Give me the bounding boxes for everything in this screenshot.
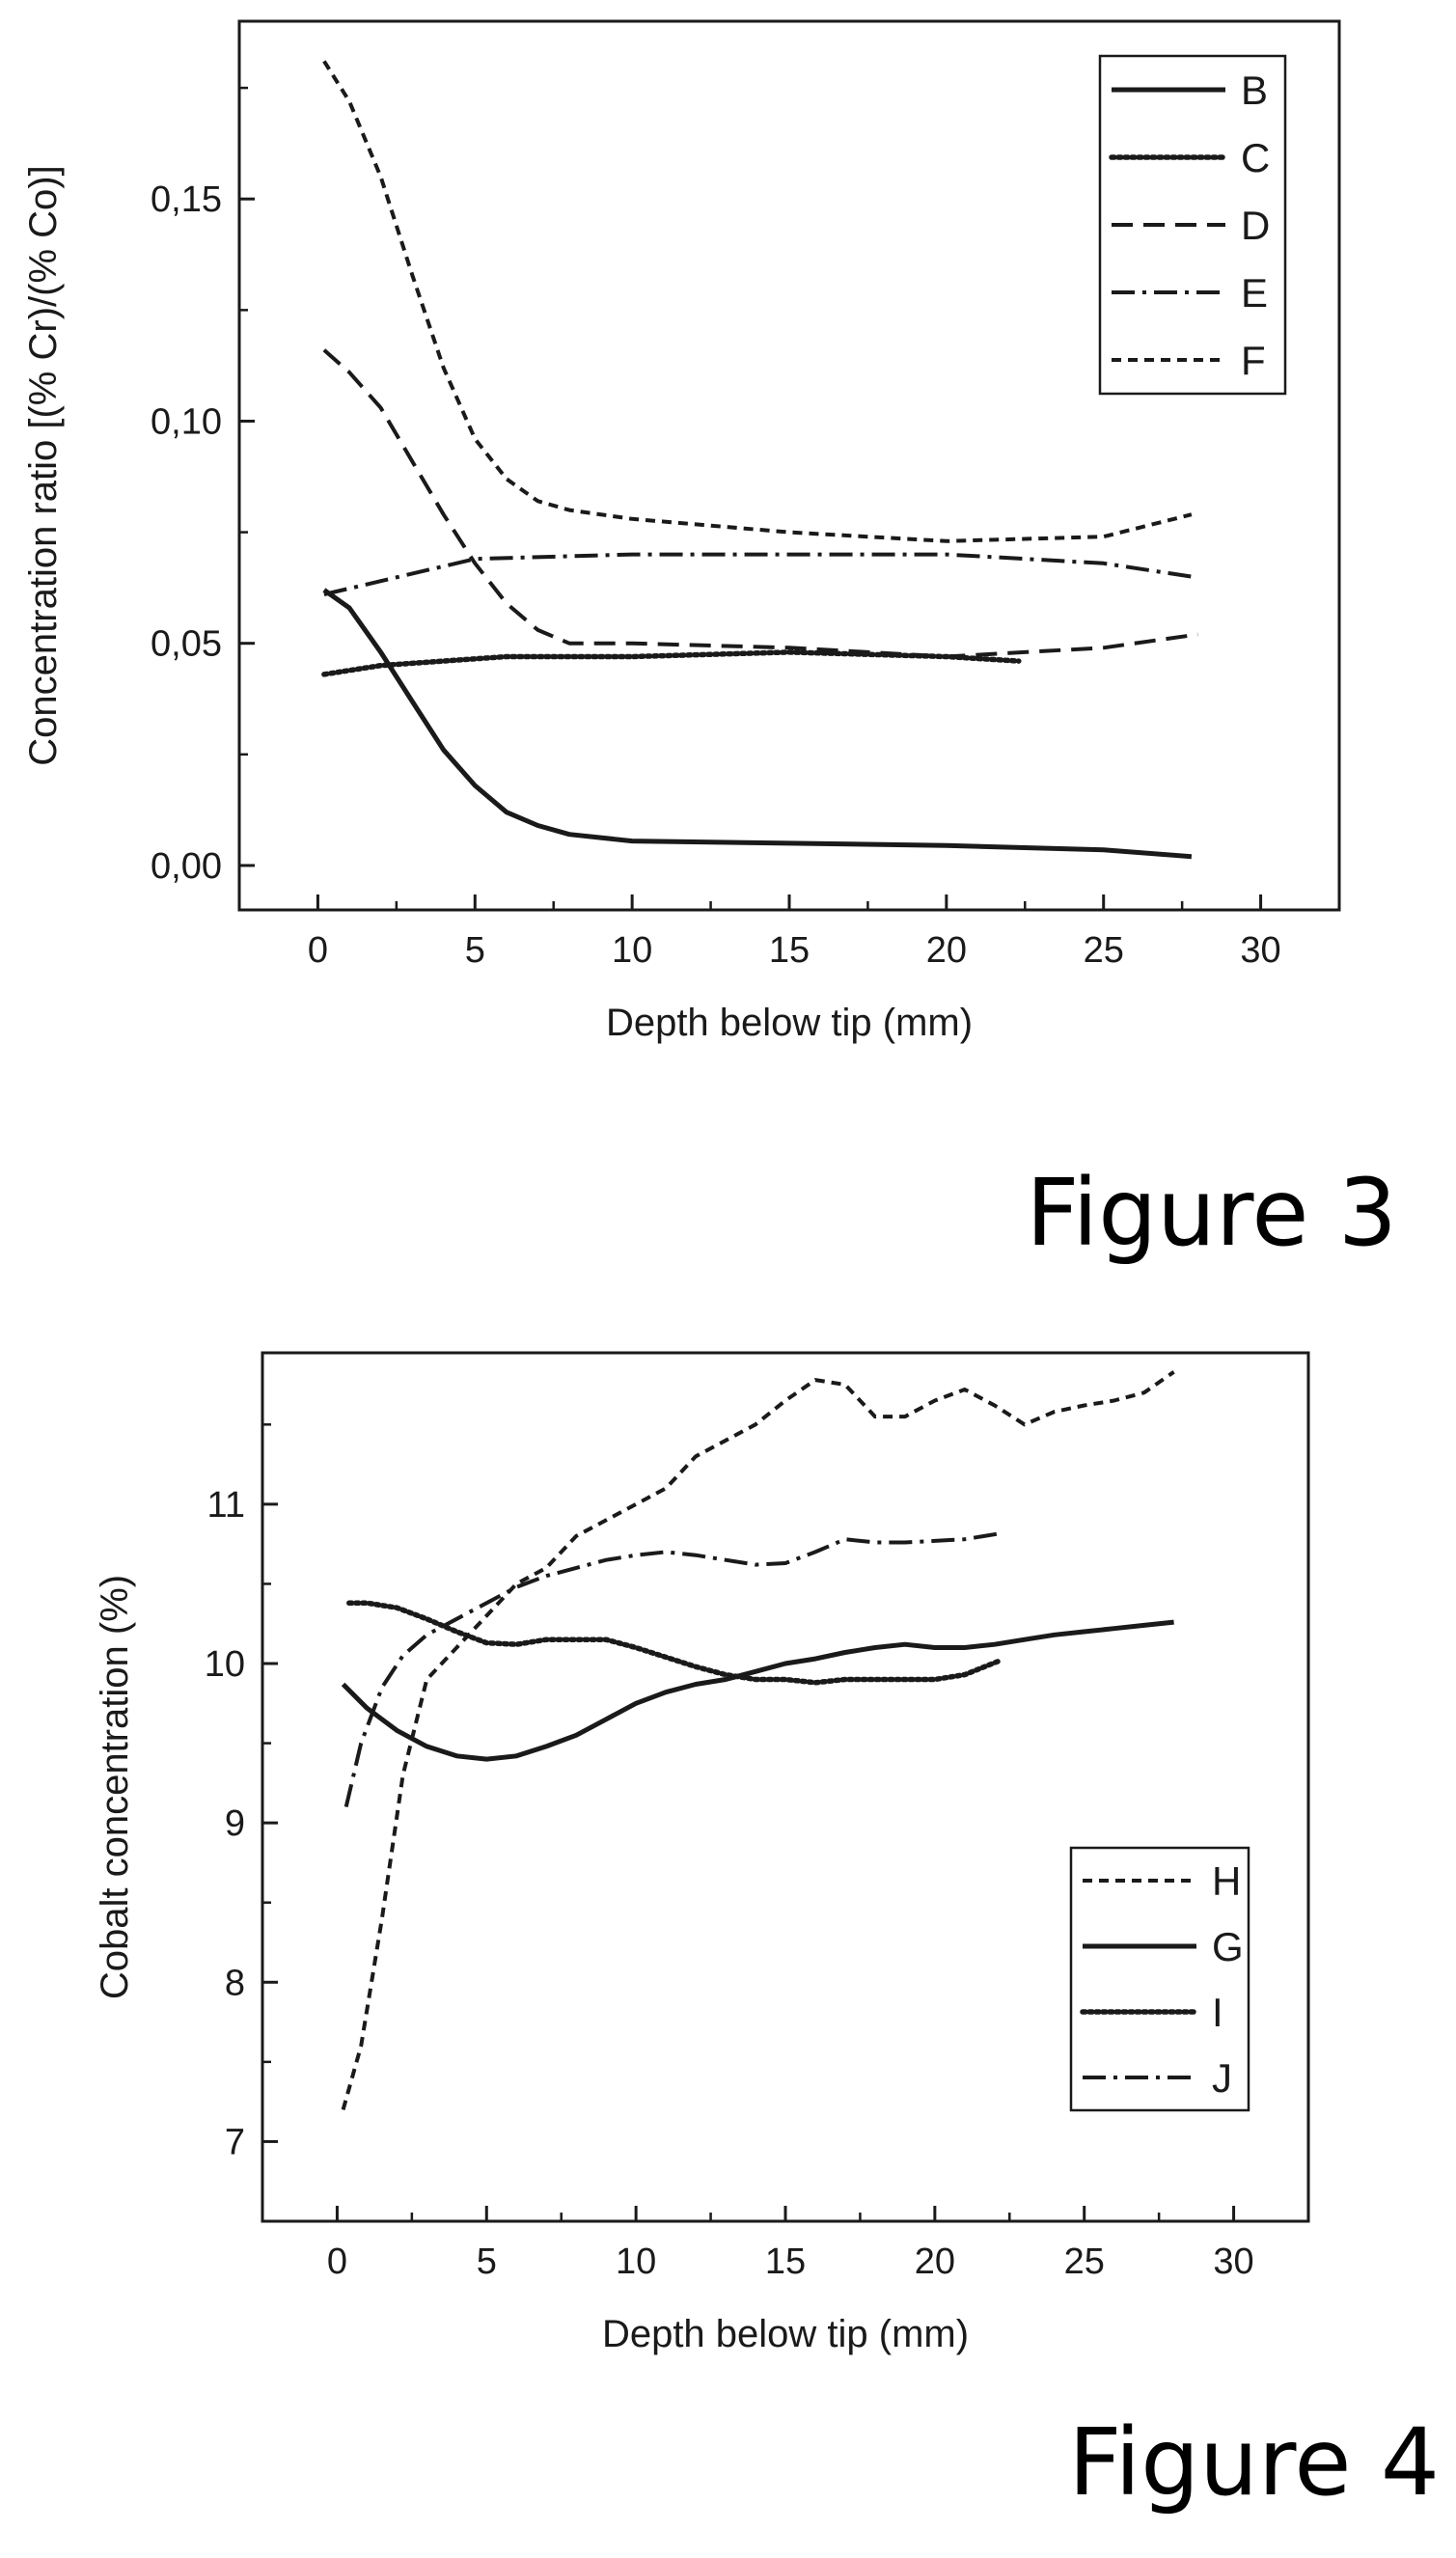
y-tick-label: 0,15 [151, 179, 222, 220]
series-line-g [341, 1619, 1174, 1762]
figure-3-caption: Figure 3 [1026, 1159, 1397, 1267]
x-tick-label: 25 [1084, 930, 1124, 971]
legend-label-j: J [1212, 2055, 1232, 2101]
series-line-b [322, 588, 1193, 860]
y-tick-label: 8 [225, 1963, 245, 2003]
series-line-h [341, 1370, 1175, 2110]
y-axis-label: Concentration ratio [(% Cr)/(% Co)] [22, 165, 65, 765]
x-tick-label: 10 [612, 930, 652, 971]
legend-label-i: I [1212, 1990, 1223, 2035]
series-line-d [322, 348, 1198, 659]
x-tick-label: 25 [1064, 2242, 1105, 2282]
legend-label-b: B [1241, 68, 1268, 113]
chart-figure-4: 0 5 10 15 20 25 30 7 8 9 10 11 Depth below tip (mm) C… [94, 1351, 1310, 2355]
y-tick-label: 0,10 [151, 401, 222, 442]
x-tick-label: 20 [926, 930, 967, 971]
y-tick-label: 7 [225, 2122, 245, 2162]
chart-figure-3: 0 5 10 15 20 25 30 0,00 0,05 0,10 0,15 Depth below … [22, 19, 1341, 1044]
x-tick-label: 5 [477, 2242, 497, 2282]
legend-box [1069, 1846, 1250, 2112]
x-tick-label: 15 [769, 930, 810, 971]
series-line-e [323, 552, 1193, 596]
series-line-j [343, 1530, 1004, 1808]
legend-label-d: D [1241, 203, 1270, 248]
series-line-f [322, 60, 1193, 543]
x-tick-label: 30 [1240, 930, 1280, 971]
x-tick-label: 0 [327, 2242, 347, 2282]
x-tick-label: 5 [465, 930, 485, 971]
y-tick-label: 0,00 [151, 846, 222, 887]
x-tick-label: 10 [616, 2242, 656, 2282]
x-axis-label: Depth below tip (mm) [602, 2313, 969, 2355]
legend-label-e: E [1241, 270, 1268, 316]
legend-label-h: H [1212, 1858, 1241, 1904]
y-tick-label: 10 [205, 1644, 245, 1685]
y-tick-label: 11 [207, 1485, 245, 1526]
y-tick-label: 9 [225, 1803, 245, 1844]
figure-4-caption: Figure 4 [1068, 2408, 1440, 2517]
series-line-i [346, 1600, 1003, 1686]
x-tick-label: 30 [1213, 2242, 1253, 2282]
y-axis-label: Cobalt concentration (%) [94, 1575, 136, 1999]
legend-label-f: F [1241, 338, 1266, 383]
y-tick-label: 0,05 [151, 624, 222, 665]
x-axis-label: Depth below tip (mm) [606, 1002, 973, 1044]
x-tick-label: 20 [915, 2242, 955, 2282]
legend-label-c: C [1241, 135, 1270, 180]
legend-label-g: G [1212, 1924, 1244, 1969]
x-tick-label: 15 [765, 2242, 806, 2282]
x-tick-label: 0 [308, 930, 328, 971]
